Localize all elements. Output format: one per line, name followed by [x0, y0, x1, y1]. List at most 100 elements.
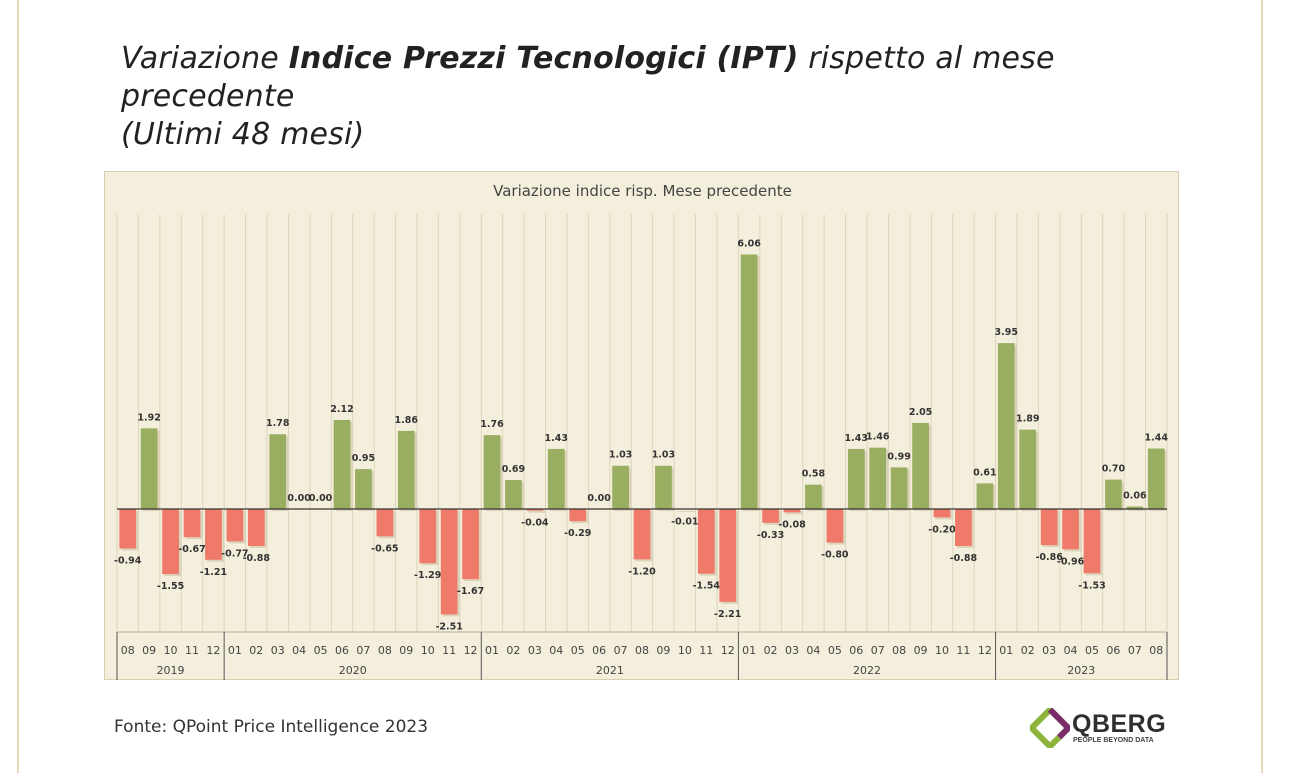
bar	[355, 469, 372, 509]
bar	[912, 422, 929, 509]
bar	[612, 465, 629, 509]
month-tick-label: 10	[935, 644, 949, 657]
month-tick-label: 12	[721, 644, 735, 657]
bar-shadow	[785, 511, 803, 515]
data-label: 1.86	[395, 415, 419, 426]
month-tick-label: 02	[506, 644, 520, 657]
month-tick-label: 11	[699, 644, 713, 657]
data-label: -2.21	[714, 609, 741, 620]
data-label: -1.53	[1078, 580, 1105, 591]
bar	[847, 448, 865, 509]
data-label: 1.78	[266, 418, 290, 429]
month-tick-label: 12	[978, 644, 992, 657]
month-tick-label: 03	[528, 644, 542, 657]
data-label: -0.88	[950, 553, 978, 564]
month-tick-label: 08	[378, 644, 392, 657]
data-label: -0.08	[778, 519, 806, 530]
bar	[719, 509, 737, 602]
data-label: 1.03	[609, 450, 632, 461]
logo-tagline: PEOPLE BEYOND DATA	[1073, 737, 1154, 744]
month-tick-label: 06	[335, 644, 349, 657]
month-tick-label: 06	[849, 644, 863, 657]
data-label: 0.06	[1123, 490, 1147, 501]
data-label: -1.54	[693, 581, 721, 592]
month-tick-label: 07	[614, 644, 628, 657]
month-tick-label: 03	[785, 644, 799, 657]
data-label: 0.61	[973, 467, 996, 478]
month-tick-label: 08	[892, 644, 906, 657]
bar	[483, 435, 501, 509]
data-label: 1.43	[845, 433, 868, 444]
bar	[933, 509, 951, 518]
bar-shadow	[528, 511, 546, 513]
year-label: 2023	[1067, 664, 1095, 677]
data-label: 1.03	[652, 450, 675, 461]
title-bold: Indice Prezzi Tecnologici (IPT)	[288, 41, 799, 76]
bar	[1062, 509, 1079, 550]
bar	[333, 419, 351, 509]
title-suffix: rispetto al mese precedente	[121, 41, 1055, 114]
month-tick-label: 05	[828, 644, 842, 657]
month-tick-label: 03	[271, 644, 285, 657]
month-tick-label: 10	[164, 644, 178, 657]
chart-title: Variazione indice risp. Mese precedente	[493, 182, 792, 200]
month-tick-label: 06	[592, 644, 606, 657]
data-label: 2.05	[909, 407, 932, 418]
bar	[226, 509, 244, 542]
month-tick-label: 03	[1042, 644, 1056, 657]
bar	[376, 509, 394, 537]
data-label: 6.06	[737, 238, 761, 249]
month-tick-label: 07	[356, 644, 370, 657]
month-tick-label: 01	[742, 644, 756, 657]
year-label: 2022	[853, 664, 881, 677]
year-label: 2020	[339, 664, 367, 677]
data-label: -1.21	[200, 567, 227, 578]
month-tick-label: 05	[1085, 644, 1099, 657]
bar-chart: Variazione indice risp. Mese precedente -…	[114, 182, 1169, 680]
bar	[1147, 448, 1165, 509]
data-label: 0.00	[587, 493, 611, 504]
bar	[440, 509, 458, 615]
data-label: -0.80	[821, 550, 849, 561]
month-tick-label: 06	[1106, 644, 1120, 657]
month-tick-label: 04	[549, 644, 563, 657]
bar	[762, 509, 779, 523]
bar	[805, 484, 822, 509]
data-label: -0.96	[1057, 556, 1085, 567]
data-label: -1.55	[157, 581, 184, 592]
month-tick-label: 10	[678, 644, 692, 657]
data-label: -1.29	[414, 570, 441, 581]
bar-shadow	[678, 511, 696, 512]
month-tick-label: 11	[956, 644, 970, 657]
bar	[462, 509, 479, 580]
data-label: -0.86	[1035, 552, 1063, 563]
month-tick-label: 09	[914, 644, 928, 657]
bar	[269, 434, 287, 509]
month-tick-label: 01	[999, 644, 1013, 657]
bar	[419, 509, 437, 564]
data-label: -1.20	[628, 566, 656, 577]
bar	[826, 509, 844, 543]
data-label: 1.44	[1145, 433, 1169, 444]
bar	[1083, 509, 1101, 574]
bar-shadow	[1128, 508, 1146, 511]
bar	[140, 428, 158, 509]
month-tick-label: 10	[421, 644, 435, 657]
year-label: 2019	[157, 664, 185, 677]
page-frame	[17, 0, 1263, 773]
month-tick-label: 09	[142, 644, 156, 657]
data-label: -0.67	[178, 544, 205, 555]
bar	[119, 509, 137, 549]
month-tick-label: 12	[464, 644, 478, 657]
month-tick-label: 07	[871, 644, 885, 657]
bar	[1105, 479, 1122, 509]
bar	[526, 509, 544, 511]
bar	[655, 465, 672, 509]
year-label: 2021	[596, 664, 624, 677]
month-tick-label: 02	[1021, 644, 1035, 657]
data-label: 1.76	[480, 419, 504, 430]
month-tick-label: 08	[121, 644, 135, 657]
month-tick-label: 11	[185, 644, 199, 657]
month-tick-label: 07	[1128, 644, 1142, 657]
month-tick-label: 04	[1064, 644, 1078, 657]
